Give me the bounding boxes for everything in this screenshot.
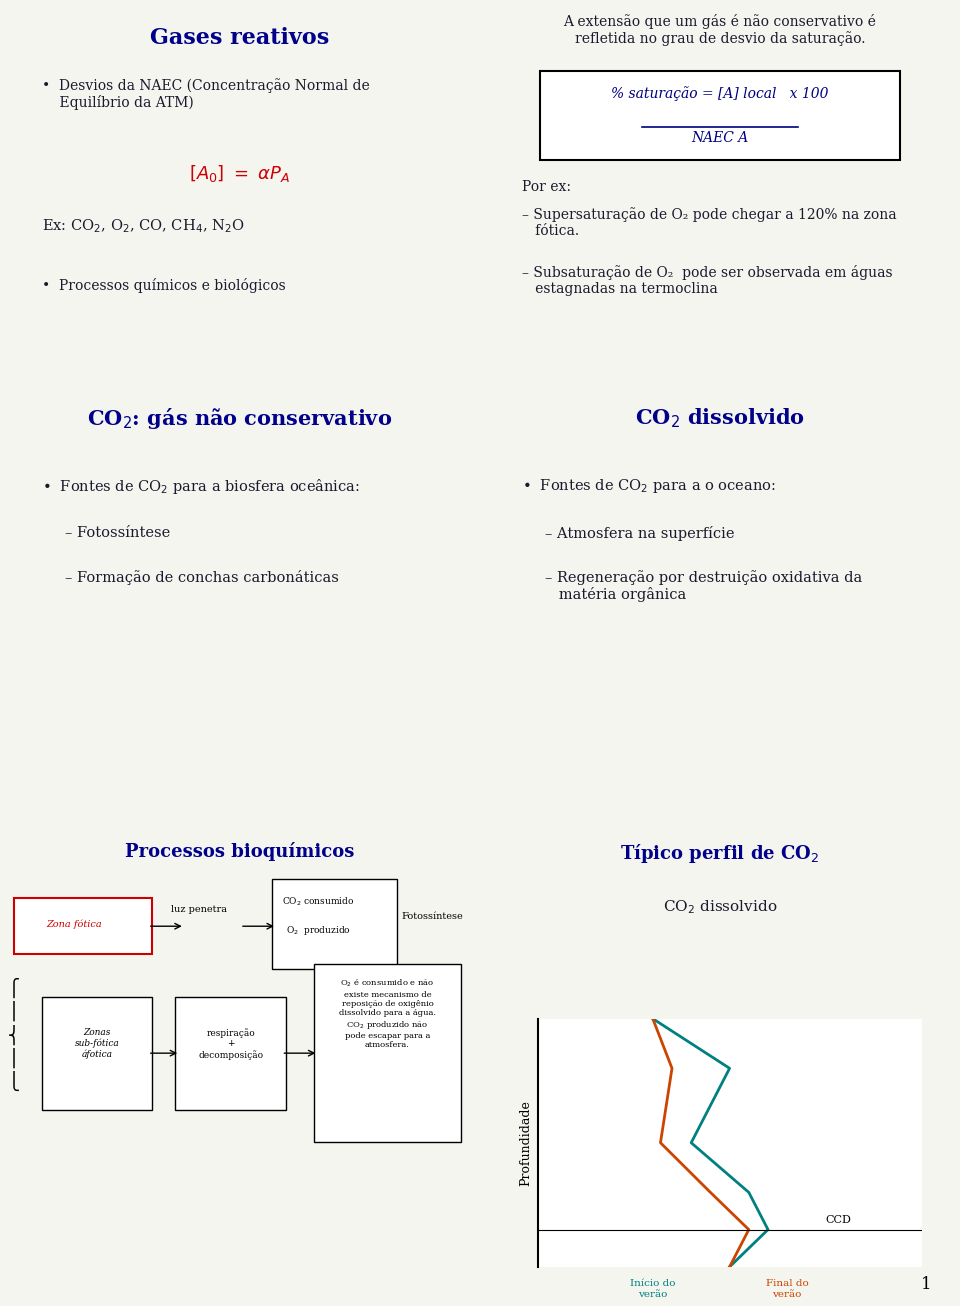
Text: Ex: CO$_2$, O$_2$, CO, CH$_4$, N$_2$O: Ex: CO$_2$, O$_2$, CO, CH$_4$, N$_2$O xyxy=(42,217,245,235)
Text: •  Processos químicos e biológicos: • Processos químicos e biológicos xyxy=(42,278,286,294)
Text: CO$_2$: gás não conservativo: CO$_2$: gás não conservativo xyxy=(87,406,393,431)
Text: Processos bioquímicos: Processos bioquímicos xyxy=(126,841,354,861)
Y-axis label: Profundidade: Profundidade xyxy=(519,1100,532,1186)
Text: Final do
verão: Final do verão xyxy=(766,1280,808,1298)
Text: – Atmosfera na superfície: – Atmosfera na superfície xyxy=(545,526,734,541)
Text: O$_2$ é consumido e não
existe mecanismo de
reposição de oxigênio
dissolvido par: O$_2$ é consumido e não existe mecanismo… xyxy=(339,978,436,1049)
Text: respiração
+
decomposição: respiração + decomposição xyxy=(198,1028,263,1059)
Text: Por ex:: Por ex: xyxy=(522,180,571,195)
FancyBboxPatch shape xyxy=(176,996,286,1110)
Text: Típico perfil de CO$_2$: Típico perfil de CO$_2$ xyxy=(620,841,820,865)
Text: – Fotossíntese: – Fotossíntese xyxy=(65,526,170,539)
Text: luz penetra: luz penetra xyxy=(171,905,227,914)
Text: Zona fótica: Zona fótica xyxy=(46,919,102,929)
Text: Gases reativos: Gases reativos xyxy=(151,27,329,50)
Text: CCD: CCD xyxy=(826,1215,852,1225)
Text: CO$_2$ dissolvido: CO$_2$ dissolvido xyxy=(662,899,778,916)
Text: Fotossíntese: Fotossíntese xyxy=(401,913,463,921)
Text: O$_2$  produzido: O$_2$ produzido xyxy=(286,923,350,936)
Text: – Regeneração por destruição oxidativa da
   matéria orgânica: – Regeneração por destruição oxidativa d… xyxy=(545,571,862,602)
Text: – Subsaturação de O₂  pode ser observada em águas
   estagnadas na termoclina: – Subsaturação de O₂ pode ser observada … xyxy=(522,265,893,296)
FancyBboxPatch shape xyxy=(14,899,153,955)
Text: NAEC A: NAEC A xyxy=(691,131,749,145)
Text: % saturação = [A] local   x 100: % saturação = [A] local x 100 xyxy=(612,86,828,102)
FancyBboxPatch shape xyxy=(273,879,396,969)
FancyBboxPatch shape xyxy=(314,964,461,1143)
Text: Zonas
sub-fótica
áfotica: Zonas sub-fótica áfotica xyxy=(75,1028,120,1059)
Text: 1: 1 xyxy=(921,1276,931,1293)
Text: •  Desvios da NAEC (Concentração Normal de
    Equilíbrio da ATM): • Desvios da NAEC (Concentração Normal d… xyxy=(42,78,370,111)
Text: ⎧
⎪
⎨
⎪
⎩: ⎧ ⎪ ⎨ ⎪ ⎩ xyxy=(10,977,19,1092)
Text: CO$_2$ consumido: CO$_2$ consumido xyxy=(282,896,354,908)
FancyBboxPatch shape xyxy=(540,72,900,159)
Text: Início do
verão: Início do verão xyxy=(630,1280,676,1298)
Text: CO$_2$ dissolvido: CO$_2$ dissolvido xyxy=(636,406,804,430)
Text: $[A_0]\ =\ \alpha P_A$: $[A_0]\ =\ \alpha P_A$ xyxy=(189,163,291,184)
Text: – Formação de conchas carbonáticas: – Formação de conchas carbonáticas xyxy=(65,571,339,585)
Text: •  Fontes de CO$_2$ para a biosfera oceânica:: • Fontes de CO$_2$ para a biosfera oceân… xyxy=(42,477,360,496)
FancyBboxPatch shape xyxy=(42,996,153,1110)
Text: •  Fontes de CO$_2$ para a o oceano:: • Fontes de CO$_2$ para a o oceano: xyxy=(522,477,776,495)
Text: – Supersaturação de O₂ pode chegar a 120% na zona
   fótica.: – Supersaturação de O₂ pode chegar a 120… xyxy=(522,208,897,238)
Text: A extensão que um gás é não conservativo é
refletida no grau de desvio da satura: A extensão que um gás é não conservativo… xyxy=(564,13,876,46)
